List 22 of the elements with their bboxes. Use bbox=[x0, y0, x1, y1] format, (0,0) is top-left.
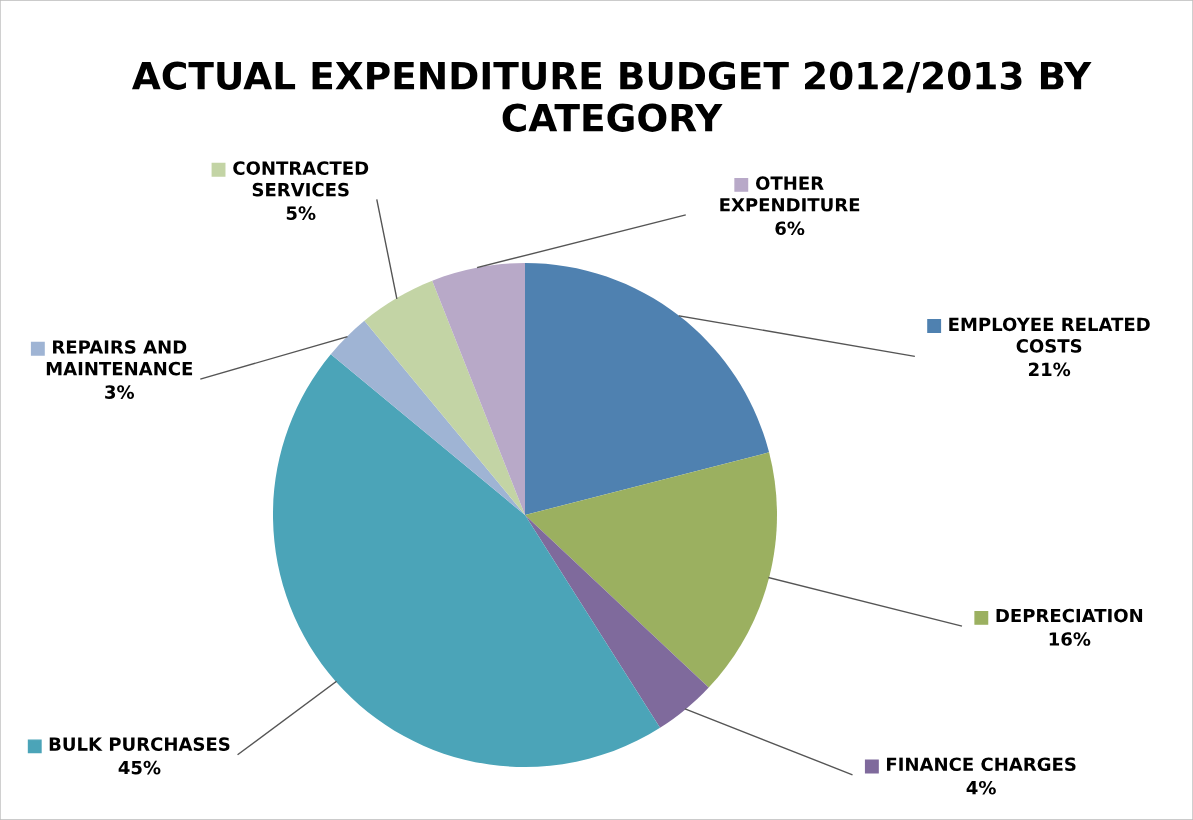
pie-slice bbox=[330, 320, 525, 515]
chart-title: ACTUAL EXPENDITURE BUDGET 2012/2013 BY CATEGORY bbox=[131, 61, 1092, 132]
legend-label: EMPLOYEE RELATED COSTS bbox=[949, 317, 1150, 353]
data-label: 45% bbox=[118, 760, 161, 775]
pie-slice bbox=[432, 263, 525, 515]
legend-label: REPAIRS AND MAINTENANCE bbox=[46, 340, 193, 376]
pie-slice bbox=[525, 515, 709, 728]
pie-slice bbox=[273, 354, 661, 767]
data-label: 6% bbox=[775, 221, 805, 236]
data-label: 3% bbox=[105, 385, 135, 399]
pie-slice bbox=[525, 452, 777, 688]
legend-label: DEPRECIATION bbox=[996, 608, 1143, 623]
data-label: 21% bbox=[1028, 362, 1071, 377]
legend-label: BULK PURCHASES bbox=[49, 737, 230, 751]
data-label: 4% bbox=[966, 780, 996, 795]
pie-slice bbox=[364, 280, 525, 515]
data-label: 5% bbox=[286, 206, 316, 220]
data-label: 16% bbox=[1049, 632, 1091, 646]
legend-label: CONTRACTED SERVICES bbox=[233, 161, 369, 197]
legend-label: FINANCE CHARGES bbox=[887, 757, 1076, 772]
pie-slice bbox=[525, 263, 770, 515]
legend-label: OTHER EXPENDITURE bbox=[720, 176, 860, 212]
